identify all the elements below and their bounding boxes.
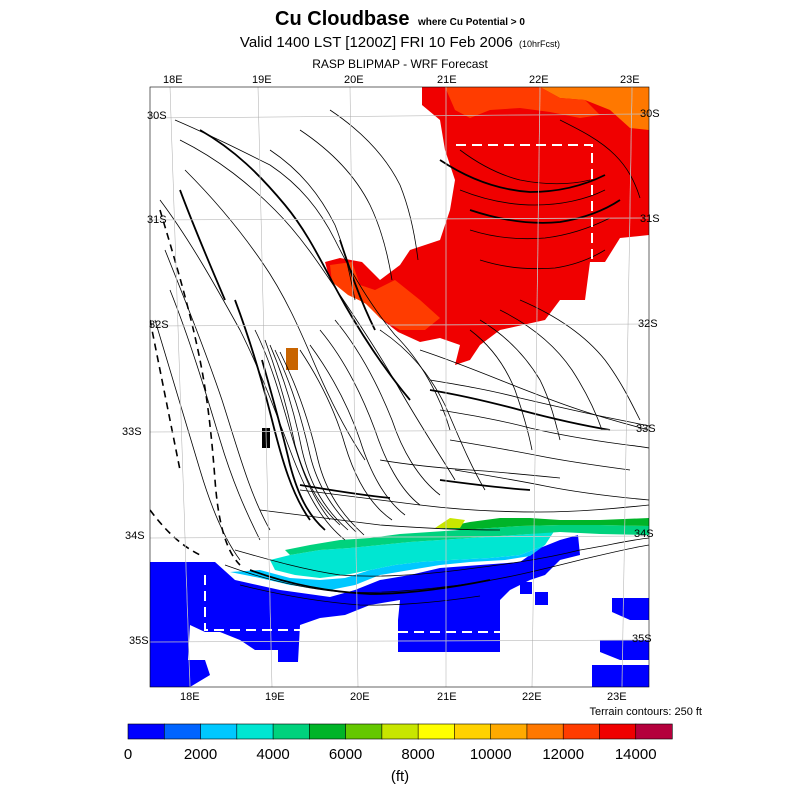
map-plot <box>150 87 649 687</box>
task-box-southwest <box>204 575 300 631</box>
colorbar-tick-label: 10000 <box>469 746 512 763</box>
lon-label-bottom: 19E <box>265 691 285 703</box>
colorbar-tick-label: 14000 <box>614 746 657 763</box>
terrain-contours-dashed <box>150 209 241 566</box>
colorbar-tick-label: 6000 <box>328 746 363 763</box>
colorbar-swatch <box>490 723 528 740</box>
cloudbase-spot-brown <box>286 348 298 370</box>
valid-text: Valid 1400 LST [1200Z] FRI 10 Feb 2006 <box>239 34 513 51</box>
colorbar-swatch <box>599 723 637 740</box>
lat-label-left: 33S <box>122 426 142 438</box>
map-frame <box>149 86 650 688</box>
cloudbase-region-south-lime <box>435 518 465 528</box>
colorbar-swatch <box>309 723 347 740</box>
lat-lon-grid-dark <box>150 87 649 687</box>
colorbar-swatch <box>127 723 165 740</box>
cloudbase-region-east-blue <box>592 598 649 687</box>
cloudbase-region-south-green <box>285 525 649 555</box>
map-title: Cu Cloudbase where Cu Potential > 0 <box>0 8 800 31</box>
lon-label-top: 20E <box>344 74 364 86</box>
colorbar-swatch <box>236 723 274 740</box>
forecast-hour-note: (10hrFcst) <box>519 39 561 49</box>
colorbar-swatch <box>635 723 673 740</box>
cloudbase-region-south-darkgreen <box>440 518 649 530</box>
title-note: where Cu Potential > 0 <box>417 17 525 28</box>
colorbar-tick-label: 8000 <box>401 746 435 763</box>
lat-label-left: 34S <box>125 530 145 542</box>
lat-label-left: 32S <box>149 319 169 331</box>
cloudbase-spot-blue <box>520 582 548 605</box>
colorbar-tick-label: 0 <box>123 746 133 763</box>
valid-time-line: Valid 1400 LST [1200Z] FRI 10 Feb 2006 (… <box>0 34 800 51</box>
cloudbase-region-south-teal <box>270 530 555 578</box>
unit-label: (ft) <box>390 768 410 785</box>
colorbar-swatch <box>163 723 202 740</box>
lon-label-bottom: 18E <box>180 691 200 703</box>
lat-label-right: 34S <box>634 528 654 540</box>
colorbar-swatch <box>200 723 238 740</box>
lat-label-left: 31S <box>147 214 167 226</box>
cloudbase-region-orange <box>330 262 440 330</box>
lon-label-bottom: 20E <box>350 691 370 703</box>
lat-label-right: 31S <box>640 213 660 225</box>
colorbar-swatch <box>562 723 601 740</box>
lon-label-top: 18E <box>163 74 183 86</box>
colorbar-swatch <box>454 723 492 740</box>
lon-label-top: 19E <box>252 74 272 86</box>
lon-label-bottom: 23E <box>607 691 627 703</box>
lon-label-top: 21E <box>437 74 457 86</box>
colorbar-tick-label: 12000 <box>542 746 585 763</box>
colorbar-tick-label: 4000 <box>256 746 290 763</box>
terrain-contours-bold <box>179 129 621 595</box>
terrain-contour-note: Terrain contours: 250 ft <box>589 706 702 718</box>
lat-label-right: 33S <box>636 423 656 435</box>
lat-label-right: 35S <box>632 633 652 645</box>
title-text: Cu Cloudbase <box>275 8 410 30</box>
cloudbase-region-orange-ne <box>540 87 649 130</box>
task-box-northeast <box>456 144 593 262</box>
colorbar-swatch <box>272 723 310 740</box>
colorbar-swatch <box>381 723 419 740</box>
colorbar <box>127 723 673 740</box>
cloudbase-region-south-blue <box>150 535 580 687</box>
map-subtitle: RASP BLIPMAP - WRF Forecast <box>312 57 488 71</box>
lon-label-top: 22E <box>529 74 549 86</box>
colorbar-swatch <box>526 723 564 740</box>
lon-label-bottom: 21E <box>437 691 457 703</box>
lat-label-left: 35S <box>129 635 149 647</box>
colorbar-swatch <box>417 723 456 740</box>
cloudbase-region-orange-n <box>445 87 600 118</box>
lat-label-right: 32S <box>638 318 658 330</box>
cloudbase-region-south-cyan <box>230 545 545 590</box>
lon-label-bottom: 22E <box>522 691 542 703</box>
lon-label-top: 23E <box>620 74 640 86</box>
lat-label-left: 30S <box>147 110 167 122</box>
lat-label-right: 30S <box>640 108 660 120</box>
colorbar-tick-label: 2000 <box>183 746 218 763</box>
colorbar-swatch <box>345 723 383 740</box>
